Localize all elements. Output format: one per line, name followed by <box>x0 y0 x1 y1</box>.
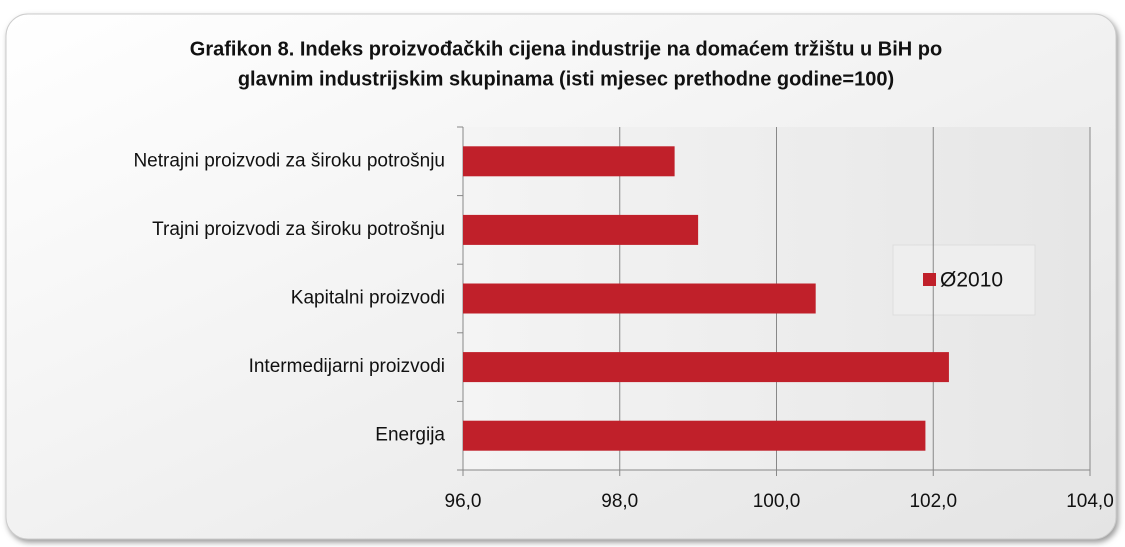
bar <box>463 214 699 245</box>
x-tick-label: 102,0 <box>909 491 957 512</box>
x-tick-label: 96,0 <box>445 491 482 512</box>
chart-title: Grafikon 8. Indeks proizvođačkih cijena … <box>190 38 942 60</box>
bar <box>463 146 675 177</box>
legend-label: Ø2010 <box>940 269 1003 292</box>
chart-title: glavnim industrijskim skupinama (isti mj… <box>238 68 894 90</box>
y-tick-label: Netrajni proizvodi za široku potrošnju <box>133 150 445 171</box>
bar <box>463 352 949 383</box>
x-tick-label: 104,0 <box>1066 491 1114 512</box>
legend-swatch <box>923 273 936 286</box>
bar <box>463 283 816 314</box>
x-tick-label: 98,0 <box>601 491 638 512</box>
x-tick-label: 100,0 <box>753 491 801 512</box>
bar <box>463 420 926 451</box>
y-tick-label: Intermedijarni proizvodi <box>249 356 445 377</box>
legend-box <box>892 244 1036 316</box>
y-tick-label: Kapitalni proizvodi <box>291 288 445 309</box>
y-tick-label: Trajni proizvodi za široku potrošnju <box>152 219 445 240</box>
y-tick-label: Energija <box>375 425 445 446</box>
